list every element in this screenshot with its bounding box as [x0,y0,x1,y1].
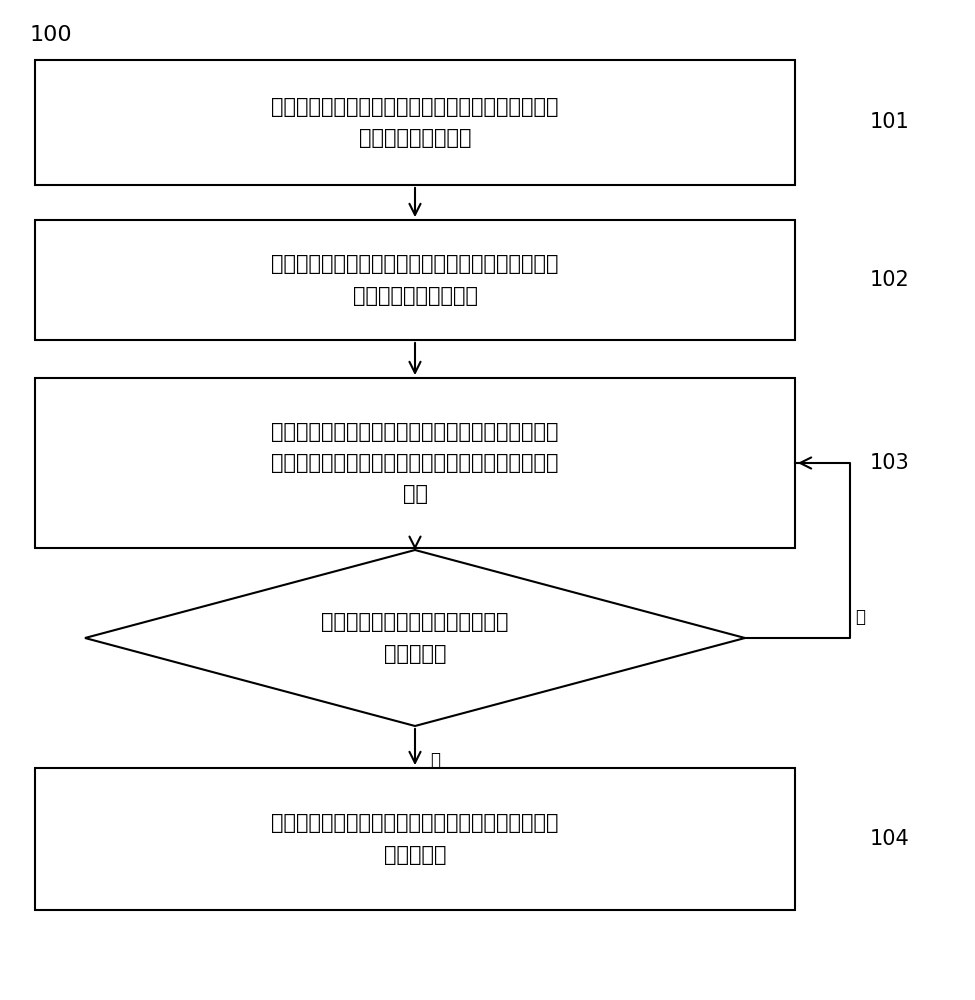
Text: 103: 103 [870,453,910,473]
Text: 利用拉依达准则法对实测的地面合成电场数据的异常
值分段进行判断并剔除: 利用拉依达准则法对实测的地面合成电场数据的异常 值分段进行判断并剔除 [271,254,559,306]
Polygon shape [85,550,745,726]
Bar [35,220,795,340]
Text: 否: 否 [855,608,865,626]
Text: 判断弥补后的地面合成电场数据是
否符合预期: 判断弥补后的地面合成电场数据是 否符合预期 [321,612,509,664]
Text: 利用线性回归方法对地面合成电场数据中被剔除的缺
失值和异常值进行弥补，获取弥补后的地面合成电场
数据: 利用线性回归方法对地面合成电场数据中被剔除的缺 失值和异常值进行弥补，获取弥补后… [271,422,559,504]
Text: 100: 100 [30,25,72,45]
Bar [35,378,795,548]
Text: 根据实测的地面合成电场数据的缺失值写入规则对缺
失值进行判断并剔除: 根据实测的地面合成电场数据的缺失值写入规则对缺 失值进行判断并剔除 [271,97,559,148]
Text: 是: 是 [430,751,440,769]
Bar [35,768,795,910]
Bar [35,60,795,185]
Text: 104: 104 [870,829,910,849]
Text: 101: 101 [870,112,910,132]
Text: 利用奇异值分解滤除弥补后的地面合成电场数据中的
随机干扰值: 利用奇异值分解滤除弥补后的地面合成电场数据中的 随机干扰值 [271,813,559,865]
Text: 102: 102 [870,270,910,290]
